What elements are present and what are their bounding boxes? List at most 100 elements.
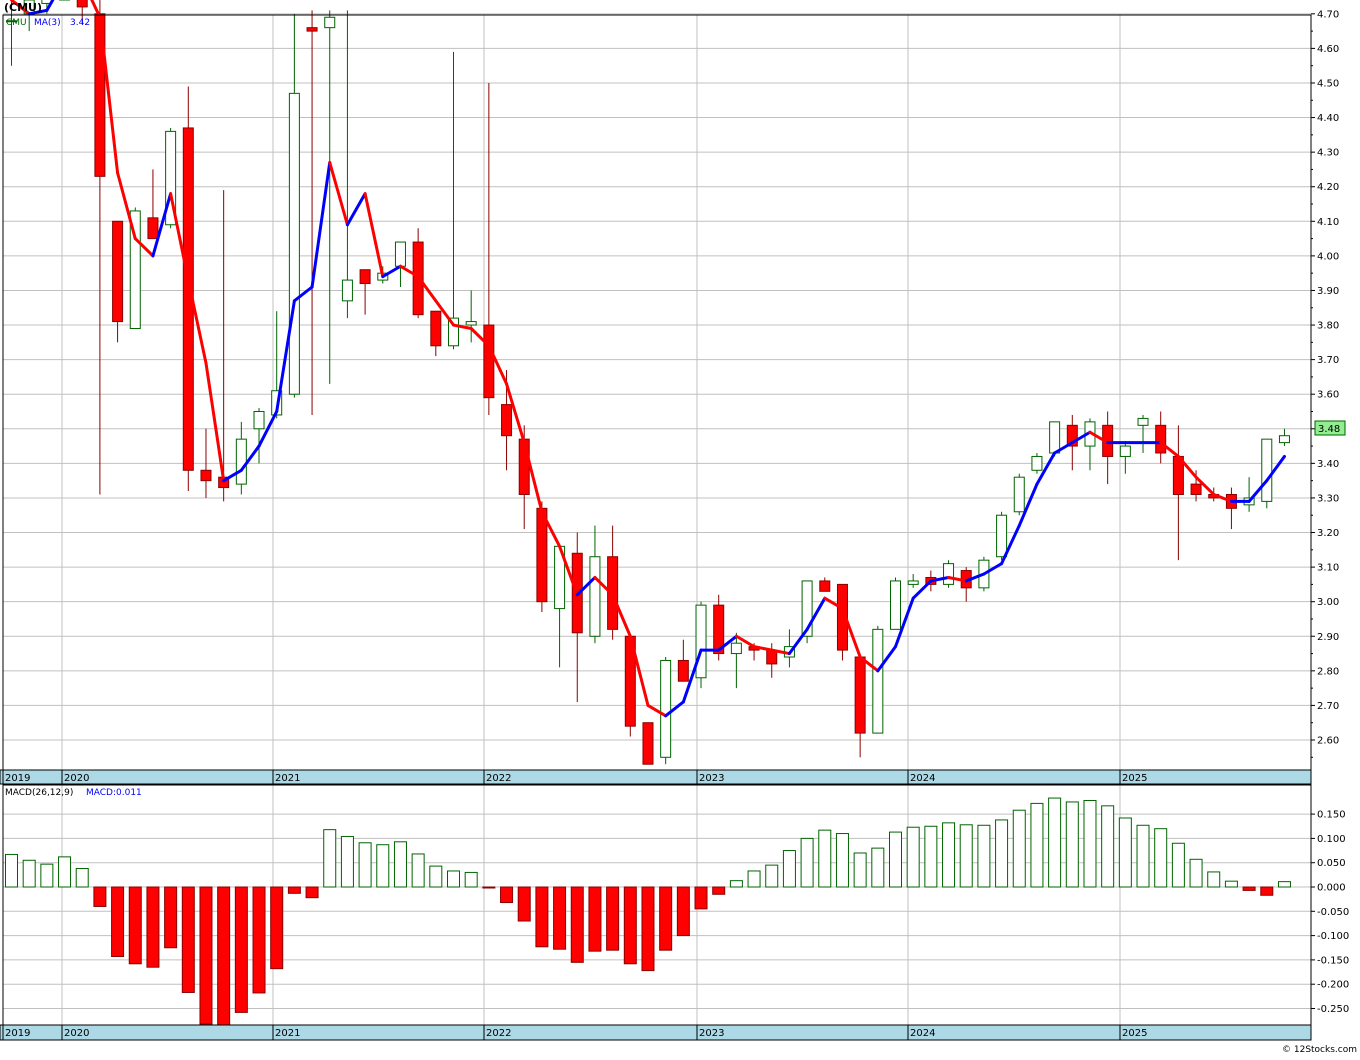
- candle-body: [306, 27, 318, 32]
- candle: [165, 127, 177, 229]
- date-axis-label: 2022: [486, 1028, 511, 1039]
- date-axis-band: [0, 769, 1312, 785]
- ma-segment: [681, 648, 703, 704]
- ma-segment: [169, 192, 190, 282]
- candle-body: [642, 722, 654, 765]
- candle-body: [589, 556, 601, 637]
- macd-bar: [889, 831, 902, 888]
- price-tick-label: 3.20: [1317, 528, 1339, 539]
- candle-body: [536, 507, 548, 603]
- candle-body: [1155, 424, 1167, 454]
- candle: [1155, 411, 1167, 464]
- candle-body: [677, 659, 689, 682]
- ma-segment: [275, 299, 296, 413]
- ma-segment: [1000, 524, 1021, 566]
- candle: [996, 511, 1008, 561]
- candle-body: [854, 656, 866, 734]
- macd-bar: [588, 886, 602, 952]
- candle-body: [1066, 424, 1078, 447]
- macd-bar: [1012, 809, 1026, 888]
- ma-segment: [1053, 441, 1074, 455]
- macd-bar: [181, 886, 195, 993]
- ma-segment: [505, 382, 526, 445]
- candle: [76, 0, 88, 25]
- macd-bar: [1277, 881, 1291, 888]
- candle-body: [1137, 417, 1149, 426]
- candle: [253, 408, 265, 464]
- candle-body: [235, 438, 247, 485]
- candle-body: [890, 580, 901, 630]
- candle-body: [394, 241, 406, 267]
- macd-tick-label: 0.150: [1317, 810, 1346, 821]
- candle-body: [1190, 483, 1202, 495]
- date-axis-label: 2019: [5, 773, 30, 784]
- candle: [200, 428, 212, 498]
- ma-segment: [10, 0, 31, 16]
- ma-segment: [292, 285, 314, 303]
- ma-segment: [593, 575, 615, 597]
- macd-bar: [58, 856, 72, 888]
- candle: [483, 82, 495, 415]
- macd-bar: [199, 886, 213, 1025]
- candle: [288, 13, 300, 398]
- macd-bar: [606, 886, 620, 951]
- price-tick-label: 3.10: [1317, 563, 1339, 574]
- candle-body: [1119, 445, 1131, 457]
- candle-body: [943, 563, 955, 585]
- ma-segment: [1176, 454, 1198, 479]
- candle: [430, 310, 442, 357]
- candle: [730, 632, 742, 689]
- ma-segment: [381, 264, 402, 279]
- ma-segment: [98, 15, 120, 175]
- macd-bar: [217, 886, 231, 1027]
- candle-body: [801, 580, 813, 637]
- ma-segment: [469, 326, 491, 348]
- candle: [465, 290, 477, 343]
- ma-segment: [116, 171, 137, 241]
- macd-bar: [818, 829, 832, 888]
- macd-bar: [853, 852, 867, 888]
- macd-tick-label: -0.050: [1317, 907, 1349, 918]
- macd-bar: [782, 850, 796, 888]
- candle-body: [730, 642, 742, 655]
- macd-bar: [1030, 802, 1044, 888]
- last-price-value: 3.48: [1318, 424, 1340, 435]
- date-axis-label: 2021: [275, 1028, 300, 1039]
- macd-bar: [1048, 797, 1062, 888]
- legend-symbol: CMU: [6, 18, 27, 28]
- candle-body: [448, 317, 459, 347]
- candle-body: [112, 220, 124, 323]
- macd-bar: [1101, 805, 1115, 888]
- candle: [801, 580, 813, 644]
- ma-segment: [894, 596, 915, 649]
- candle-body: [430, 310, 442, 347]
- ma-segment: [186, 278, 208, 365]
- ma-segment: [717, 634, 738, 652]
- candle: [41, 0, 53, 14]
- macd-bar: [305, 886, 319, 899]
- price-tick-label: 4.60: [1317, 44, 1339, 55]
- macd-bar: [111, 886, 125, 957]
- candle-body: [253, 410, 265, 430]
- macd-bar: [1260, 886, 1274, 896]
- date-axis-label: 2024: [910, 773, 935, 784]
- ma-segment: [787, 627, 809, 656]
- candle: [943, 560, 955, 588]
- ma-segment: [734, 634, 756, 649]
- ma-segment: [90, 0, 102, 19]
- candle: [112, 220, 124, 343]
- candle-body: [341, 279, 353, 302]
- macd-bar: [641, 886, 655, 972]
- price-tick-label: 3.80: [1317, 321, 1339, 332]
- candle-body: [996, 514, 1008, 558]
- price-tick-label: 3.70: [1317, 355, 1339, 366]
- ma-segment: [664, 700, 685, 718]
- ma-segment: [752, 645, 774, 652]
- candle: [660, 657, 672, 765]
- macd-bar: [517, 886, 531, 922]
- macd-bar: [464, 871, 478, 888]
- candle: [1031, 452, 1043, 474]
- candle: [306, 10, 318, 415]
- candle: [1013, 473, 1025, 516]
